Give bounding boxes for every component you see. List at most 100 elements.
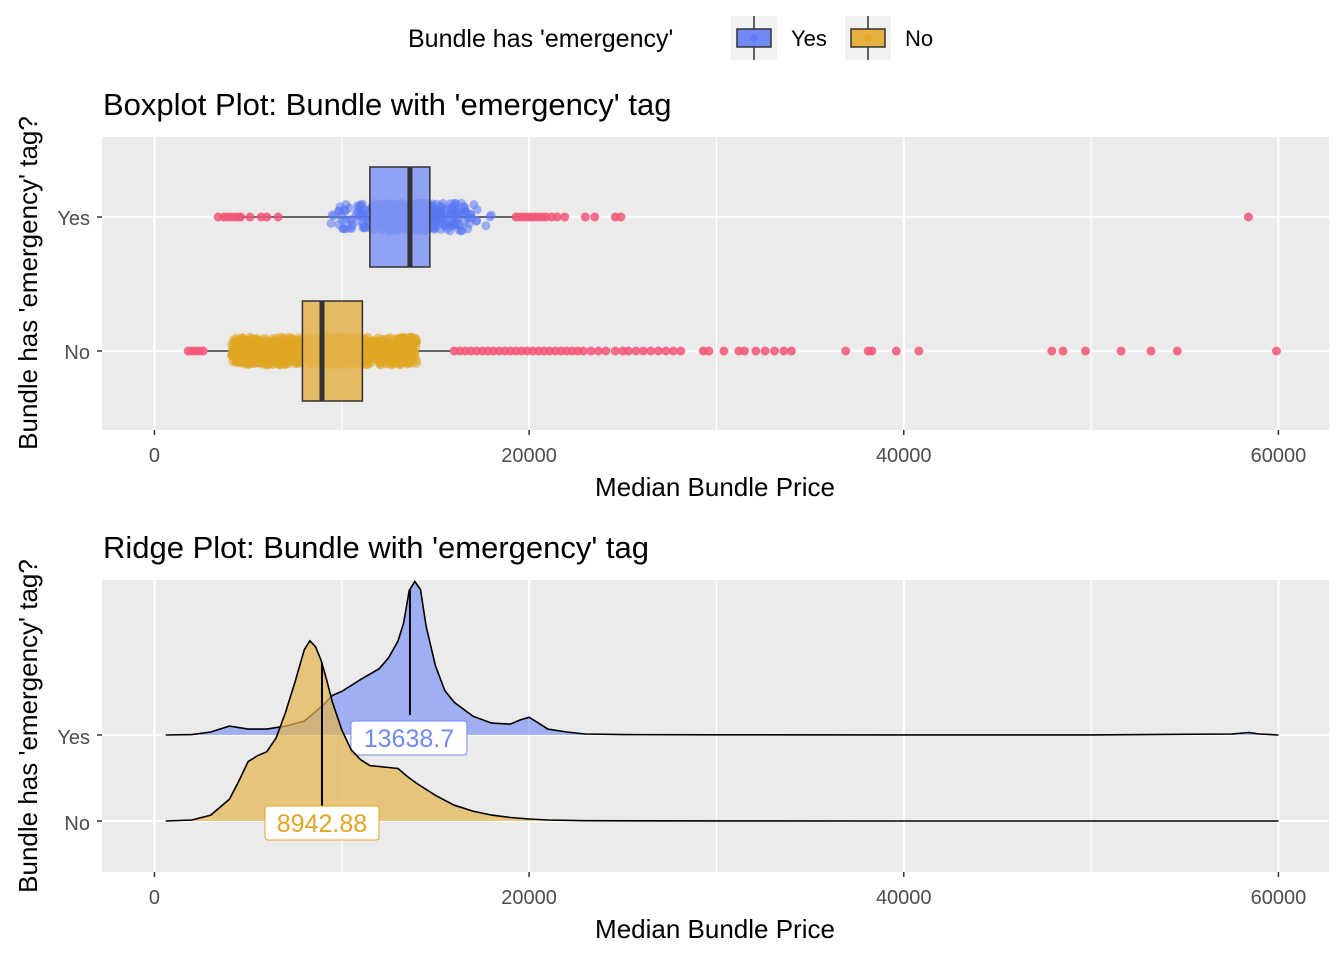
- outlier-point: [676, 346, 686, 356]
- box: [369, 166, 431, 268]
- jitter-point: [472, 216, 482, 226]
- jitter-point: [254, 358, 264, 368]
- outlier-point: [198, 346, 208, 356]
- jitter-point: [241, 336, 251, 346]
- median-label-box: [350, 720, 468, 756]
- outlier-point: [704, 346, 714, 356]
- outlier-point: [262, 212, 272, 222]
- jitter-point: [440, 218, 450, 228]
- boxplot-x-axis-title: Median Bundle Price: [595, 472, 835, 502]
- outlier-point: [245, 212, 255, 222]
- outlier-point: [1116, 346, 1126, 356]
- jitter-point: [445, 226, 455, 236]
- outlier-point: [586, 346, 596, 356]
- ridge-ytick-yes: Yes: [57, 727, 90, 749]
- outlier-point: [1272, 346, 1281, 356]
- jitter-point: [275, 349, 285, 359]
- jitter-point: [481, 221, 491, 231]
- outlier-point: [646, 346, 656, 356]
- outlier-point: [601, 346, 611, 356]
- outlier-point: [1146, 346, 1156, 356]
- jitter-point: [268, 336, 278, 346]
- outlier-point: [1172, 346, 1182, 356]
- boxplot-ytick-no: No: [64, 342, 90, 364]
- jitter-point: [372, 336, 382, 346]
- ridge-series-no: 8942.88: [165, 639, 1279, 841]
- outlier-point: [578, 346, 588, 356]
- jitter-point: [380, 337, 390, 347]
- outlier-point: [552, 212, 562, 222]
- x-tick-label: 20000: [501, 887, 557, 909]
- legend-title: Bundle has 'emergency': [408, 25, 673, 53]
- outlier-point: [891, 346, 901, 356]
- jitter-point: [358, 219, 368, 228]
- ridge-ytick-no: No: [64, 813, 90, 835]
- jitter-point: [361, 339, 371, 349]
- jitter-point: [240, 359, 250, 369]
- median-label: 13638.7: [364, 725, 454, 753]
- boxplot-ytick-yes: Yes: [57, 208, 90, 230]
- legend-key-yes: [731, 16, 777, 60]
- outlier-point: [1058, 346, 1068, 356]
- jitter-point: [238, 345, 248, 355]
- jitter-point: [249, 335, 259, 345]
- jitter-point: [358, 209, 368, 219]
- outlier-point: [560, 212, 570, 222]
- jitter-point: [375, 346, 384, 356]
- jitter-point: [275, 360, 285, 370]
- outlier-point: [760, 346, 770, 356]
- jitter-point: [402, 335, 412, 345]
- jitter-point: [450, 198, 460, 208]
- outlier-point: [593, 346, 603, 356]
- jitter-point: [355, 201, 365, 211]
- x-tick-label: 60000: [1251, 445, 1307, 467]
- outlier-point: [273, 212, 283, 222]
- outlier-point: [751, 346, 761, 356]
- x-tick-label: 0: [149, 445, 160, 467]
- ridge-title: Ridge Plot: Bundle with 'emergency' tag: [103, 530, 649, 565]
- x-tick-label: 20000: [501, 445, 557, 467]
- x-tick-label: 0: [149, 887, 160, 909]
- legend-label-yes: Yes: [791, 26, 827, 51]
- outlier-point: [638, 346, 648, 356]
- jitter-point: [339, 224, 349, 234]
- jitter-point: [401, 345, 410, 355]
- outlier-point: [841, 346, 851, 356]
- jitter-point: [469, 200, 479, 210]
- boxplot-title: Boxplot Plot: Bundle with 'emergency' ta…: [103, 87, 671, 122]
- outlier-point: [580, 212, 590, 222]
- outlier-point: [653, 346, 663, 356]
- legend-key-point: [750, 34, 758, 42]
- outlier-point: [1243, 212, 1253, 222]
- legend: Bundle has 'emergency' Yes No: [408, 16, 933, 60]
- ridge-area: [165, 581, 1279, 735]
- jitter-point: [279, 333, 288, 343]
- box: [301, 300, 364, 402]
- boxplot-chart: Boxplot Plot: Bundle with 'emergency' ta…: [13, 87, 1329, 502]
- jitter-point: [364, 347, 374, 357]
- jitter-point: [437, 204, 446, 214]
- jitter-point: [228, 351, 238, 360]
- outlier-point: [786, 346, 796, 356]
- outlier-point: [779, 346, 789, 356]
- jitter-point: [293, 336, 303, 346]
- jitter-point: [460, 202, 470, 212]
- jitter-point: [263, 357, 273, 367]
- boxplot-panel: [102, 137, 1329, 430]
- outlier-point: [1047, 346, 1057, 356]
- outlier-point: [719, 346, 729, 356]
- outlier-point: [610, 346, 620, 356]
- jitter-point: [429, 213, 439, 223]
- ridge-area: [165, 640, 1279, 821]
- ridge-series-yes: 13638.7: [165, 580, 1279, 756]
- x-tick-label: 40000: [876, 887, 932, 909]
- jitter-point: [228, 338, 238, 348]
- x-tick-label: 60000: [1251, 887, 1307, 909]
- jitter-point: [290, 353, 300, 363]
- outlier-point: [661, 346, 671, 356]
- median-label-box: [264, 805, 380, 841]
- jitter-point: [337, 215, 347, 225]
- ridge-chart: Ridge Plot: Bundle with 'emergency' tag …: [13, 530, 1329, 944]
- jitter-point: [410, 348, 420, 358]
